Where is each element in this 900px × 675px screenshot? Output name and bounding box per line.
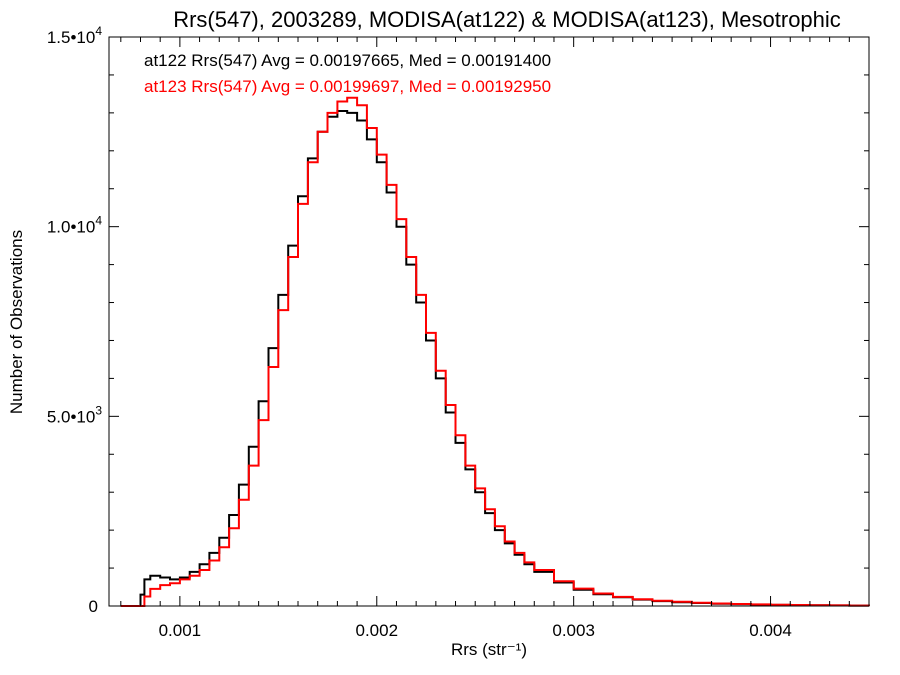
series-line-0 <box>120 110 870 607</box>
y-tick-label: 0 <box>89 597 98 616</box>
legend-entry-at123: at123 Rrs(547) Avg = 0.00199697, Med = 0… <box>144 77 551 96</box>
tick-layer: 0.001 0.002 0.003 0.004 0 5.0•103 1.0•104 1.5•1… <box>47 24 870 640</box>
y-tick-label: 1.0•104 <box>47 214 103 237</box>
y-tick-label: 1.5•104 <box>47 24 103 47</box>
x-tick-label: 0.002 <box>355 621 398 640</box>
series-layer <box>120 96 870 607</box>
x-axis-label: Rrs (str⁻¹) <box>451 640 527 659</box>
legend-entry-at122: at122 Rrs(547) Avg = 0.00197665, Med = 0… <box>144 51 551 70</box>
series-line-1 <box>120 96 870 607</box>
y-axis-label: Number of Observations <box>7 230 26 414</box>
plot-frame <box>108 36 870 607</box>
y-tick-label: 5.0•103 <box>47 403 103 426</box>
chart-title: Rrs(547), 2003289, MODISA(at122) & MODIS… <box>173 7 841 32</box>
x-tick-label: 0.004 <box>749 621 792 640</box>
x-tick-label: 0.003 <box>552 621 595 640</box>
x-tick-label: 0.001 <box>159 621 202 640</box>
